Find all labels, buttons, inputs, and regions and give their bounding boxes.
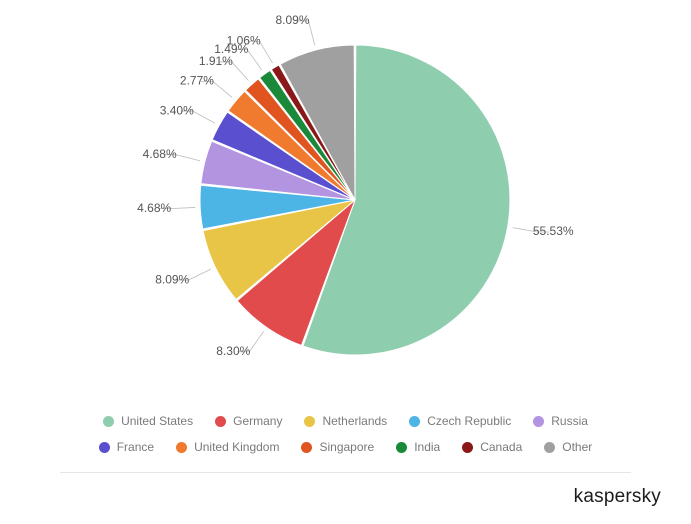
legend-label: Singapore — [319, 440, 374, 454]
legend-item: United States — [103, 414, 193, 428]
legend-swatch — [301, 442, 312, 453]
legend-label: Russia — [551, 414, 588, 428]
legend-label: Other — [562, 440, 592, 454]
brand-logo: kaspersky — [574, 486, 661, 508]
pie-label: 55.53% — [533, 224, 574, 238]
legend-swatch — [215, 416, 226, 427]
legend-item: Other — [544, 440, 592, 454]
legend-label: Netherlands — [322, 414, 387, 428]
legend-label: Czech Republic — [427, 414, 511, 428]
legend-swatch — [533, 416, 544, 427]
pie-label: 8.09% — [275, 13, 309, 27]
legend-label: India — [414, 440, 440, 454]
pie-label: 1.06% — [227, 34, 261, 48]
legend-swatch — [462, 442, 473, 453]
legend-label: France — [117, 440, 154, 454]
legend-item: Russia — [533, 414, 588, 428]
legend-swatch — [103, 416, 114, 427]
legend-label: Canada — [480, 440, 522, 454]
legend-item: Germany — [215, 414, 282, 428]
legend-swatch — [409, 416, 420, 427]
pie-label: 3.40% — [160, 103, 194, 117]
pie-label: 4.68% — [137, 201, 171, 215]
legend-swatch — [396, 442, 407, 453]
legend-item: Singapore — [301, 440, 374, 454]
pie-label: 2.77% — [180, 74, 214, 88]
pie-label: 8.30% — [216, 344, 250, 358]
legend-swatch — [99, 442, 110, 453]
legend-item: Czech Republic — [409, 414, 511, 428]
legend-item: India — [396, 440, 440, 454]
pie-chart: 55.53% 8.30% 8.09% 4.68% 4.68% 3.40% 2.77% 1.91… — [0, 0, 691, 400]
legend-label: Germany — [233, 414, 282, 428]
legend-swatch — [176, 442, 187, 453]
legend-swatch — [304, 416, 315, 427]
legend-item: France — [99, 440, 154, 454]
legend-item: Netherlands — [304, 414, 387, 428]
pie-label: 8.09% — [155, 272, 189, 286]
legend-label: United States — [121, 414, 193, 428]
legend-swatch — [544, 442, 555, 453]
pie-label: 4.68% — [143, 147, 177, 161]
legend-item: Canada — [462, 440, 522, 454]
pie-label: 1.91% — [199, 54, 233, 68]
legend-label: United Kingdom — [194, 440, 279, 454]
chart-legend: United States Germany Netherlands Czech Rep… — [60, 410, 631, 473]
legend-item: United Kingdom — [176, 440, 279, 454]
